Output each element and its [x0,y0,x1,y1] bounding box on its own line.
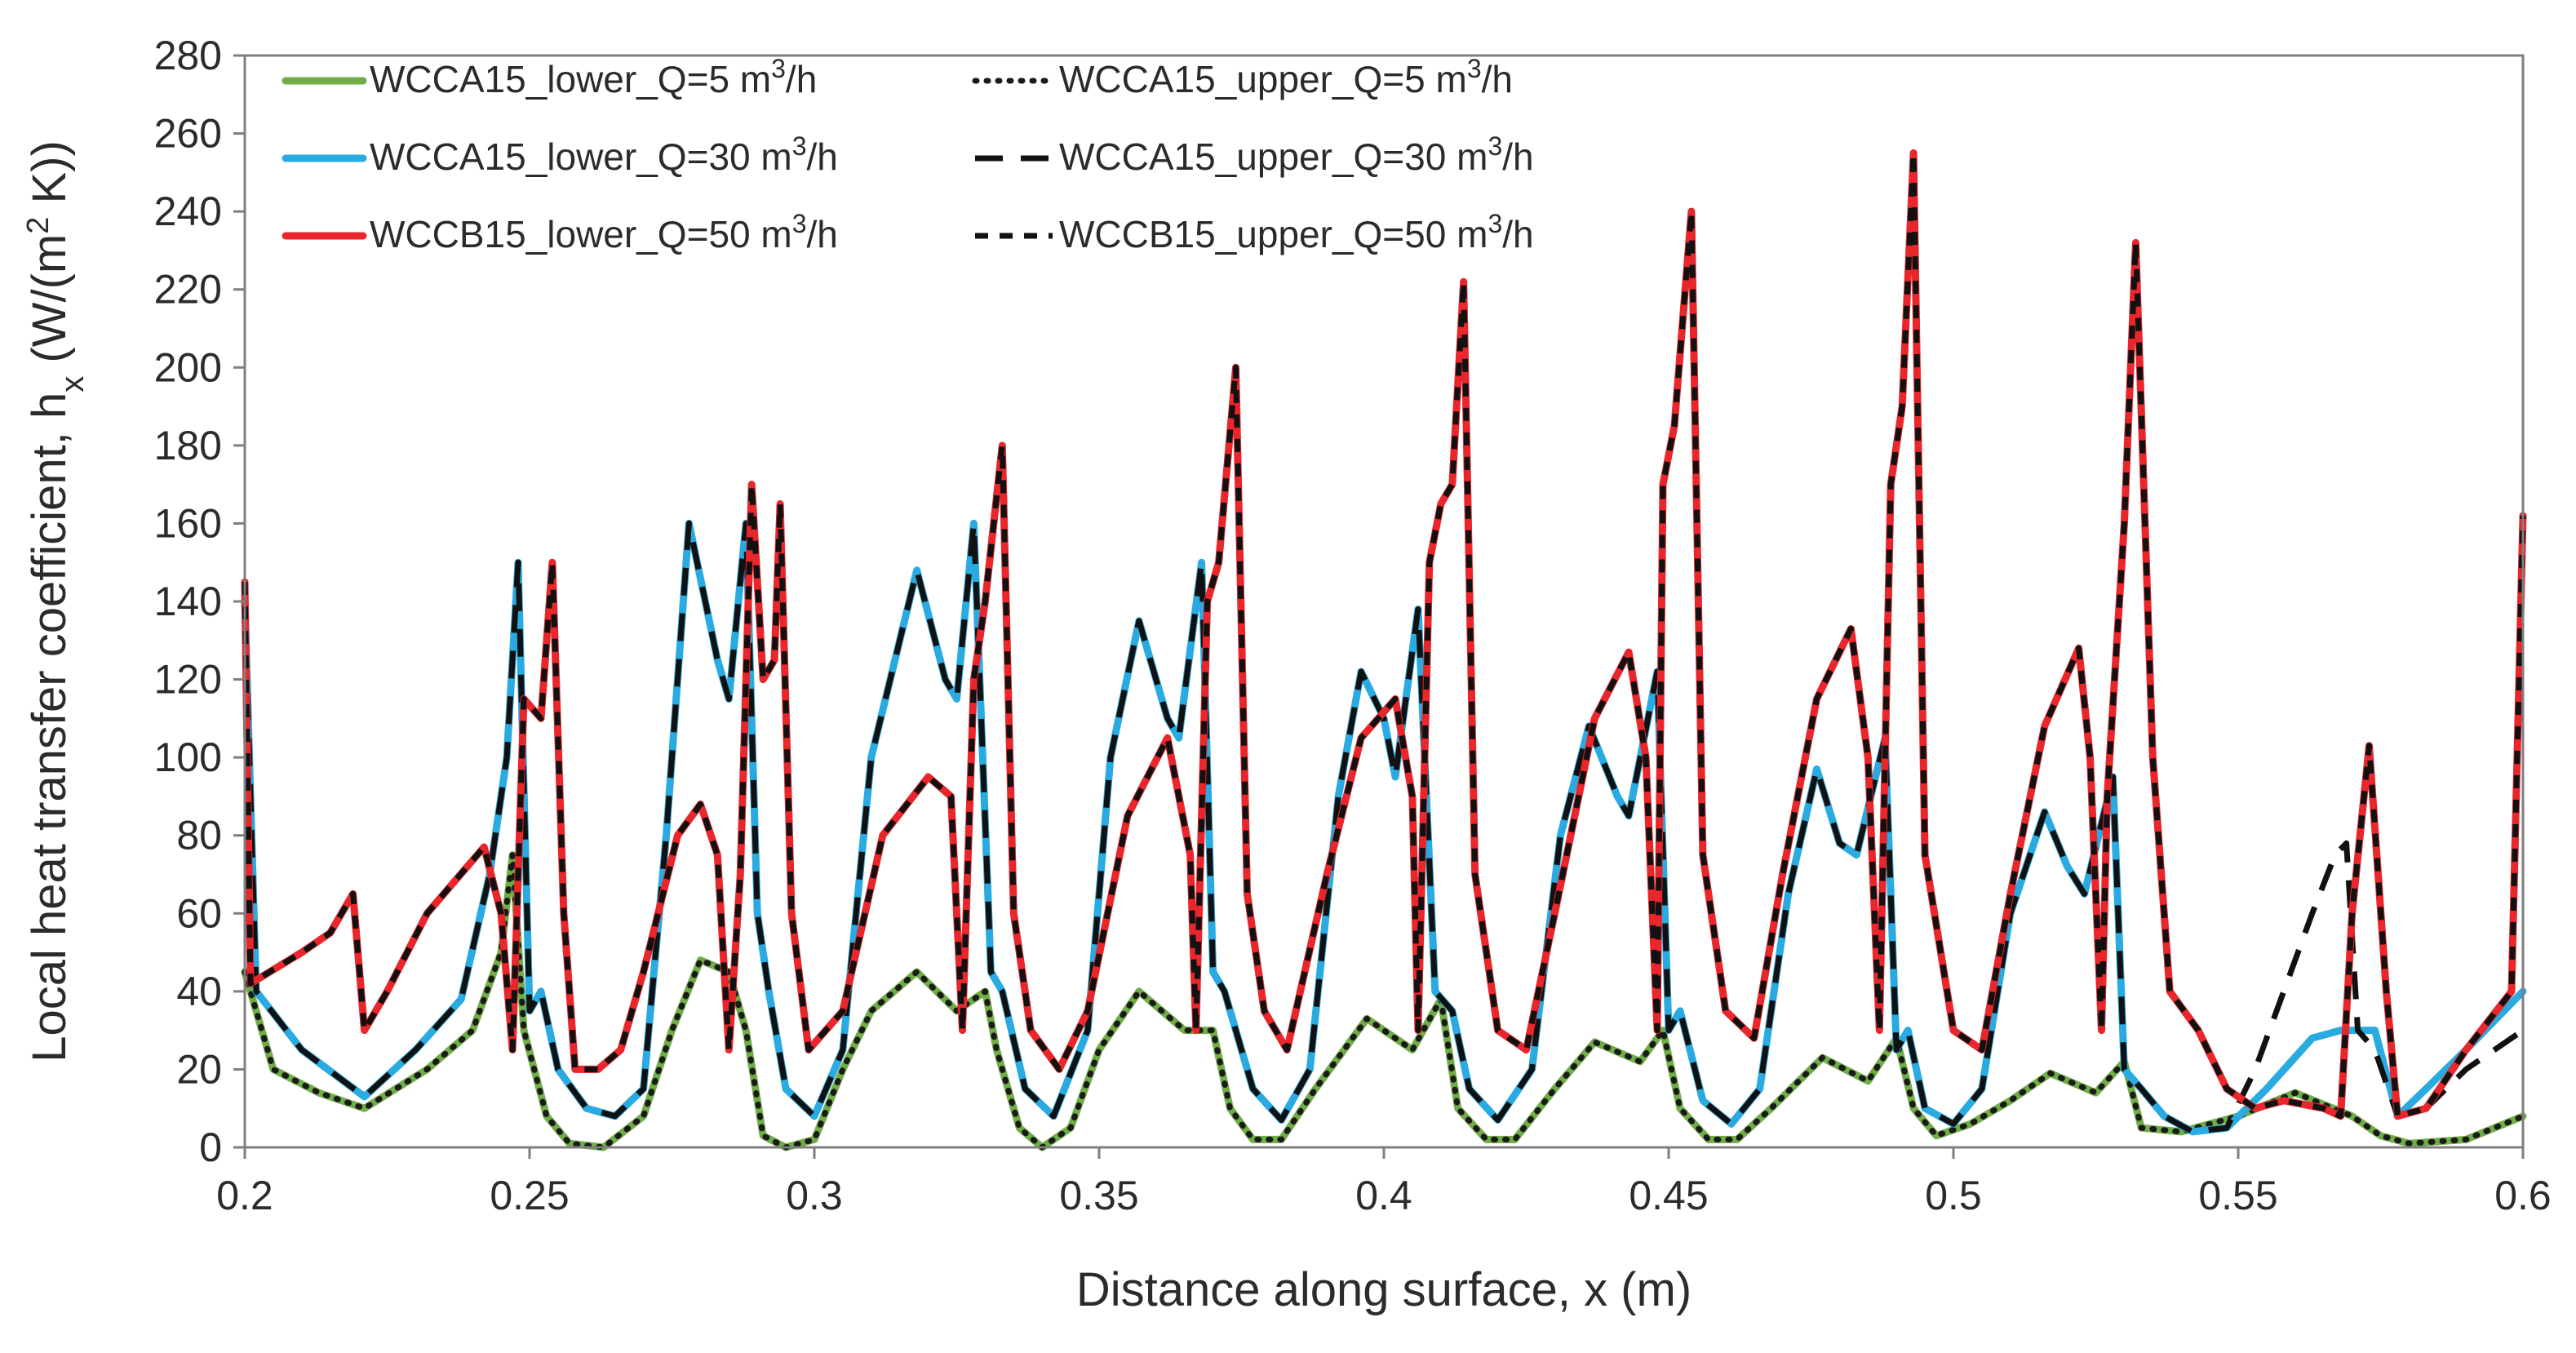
y-axis-ticks: 0 20 40 60 80 100 120 140 160 180 200 220 240 260 280 [154,33,245,1170]
legend-label-2: WCCA15_upper_Q=5 m3/h [1059,54,1513,100]
x-axis-ticks: 0.2 0.25 0.3 0.35 0.4 0.45 0.5 0.55 0.6 [216,1147,2552,1218]
x-tick-label: 0.45 [1629,1173,1708,1218]
x-tick-label: 0.55 [2198,1173,2277,1218]
y-tick-label: 240 [154,189,222,234]
y-tick-label: 260 [154,111,222,157]
y-tick-label: 120 [154,657,222,703]
series-line-2 [242,852,2526,1151]
legend-label-5: WCCB15_lower_Q=50 m3/h [370,209,838,255]
y-tick-label: 80 [176,813,222,858]
series-layer [241,149,2527,1151]
y-tick-label: 140 [154,579,222,624]
x-tick-label: 0.5 [1925,1173,1982,1218]
y-tick-label: 40 [176,969,222,1014]
y-title-part: Local heat transfer coefficient, h [23,393,76,1062]
x-axis-title: Distance along surface, x (m) [1076,1263,1691,1316]
y-title-superscript: 2 [21,217,55,234]
legend: WCCA15_lower_Q=5 m3/h WCCA15_lower_Q=30 m… [282,54,1534,255]
x-tick-label: 0.35 [1059,1173,1138,1218]
legend-label-4: WCCA15_upper_Q=30 m3/h [1059,131,1534,178]
y-title-part: (W/(m [23,234,76,376]
y-tick-label: 20 [176,1046,222,1092]
legend-label-6: WCCB15_upper_Q=50 m3/h [1059,209,1534,255]
series-line-6 [242,150,2526,1120]
y-tick-label: 0 [199,1125,222,1170]
x-tick-label: 0.25 [490,1173,569,1218]
x-tick-label: 0.2 [216,1173,273,1218]
y-tick-label: 220 [154,267,222,313]
y-tick-label: 280 [154,33,222,78]
x-tick-label: 0.6 [2494,1173,2552,1218]
y-tick-label: 100 [154,734,222,780]
legend-label-3: WCCA15_lower_Q=30 m3/h [370,131,838,178]
x-tick-label: 0.3 [786,1173,843,1218]
x-tick-label: 0.4 [1355,1173,1412,1218]
series-line-4 [242,520,2525,1135]
y-title-part: K)) [23,140,76,216]
y-tick-label: 180 [154,423,222,468]
y-tick-label: 160 [154,500,222,546]
y-title-subscript: x [55,376,91,393]
y-tick-label: 60 [176,890,222,936]
y-tick-label: 200 [154,344,222,390]
legend-label-1: WCCA15_lower_Q=5 m3/h [370,54,817,100]
y-axis-title: Local heat transfer coefficient, hx (W/(… [21,140,91,1062]
